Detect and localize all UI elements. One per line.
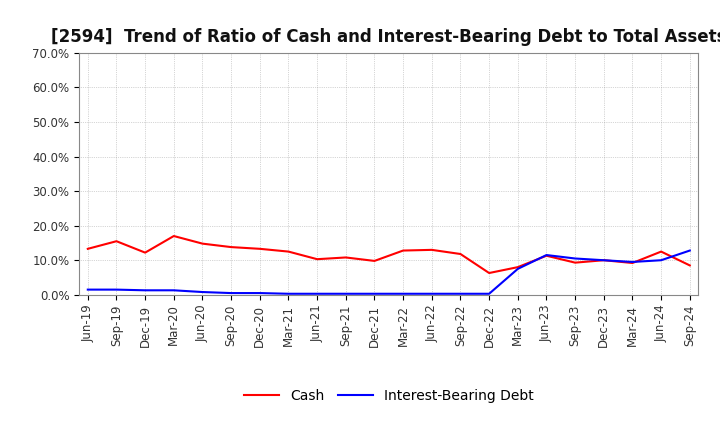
- Cash: [628, 260, 636, 266]
- Cash: [571, 260, 580, 265]
- Cash: [112, 238, 121, 244]
- Interest-Bearing Debt: [571, 256, 580, 261]
- Cash: [542, 253, 551, 258]
- Interest-Bearing Debt: [169, 288, 178, 293]
- Cash: [227, 245, 235, 250]
- Cash: [84, 246, 92, 252]
- Interest-Bearing Debt: [600, 257, 608, 263]
- Cash: [256, 246, 264, 252]
- Interest-Bearing Debt: [428, 291, 436, 297]
- Line: Interest-Bearing Debt: Interest-Bearing Debt: [88, 250, 690, 294]
- Cash: [657, 249, 665, 254]
- Cash: [284, 249, 293, 254]
- Interest-Bearing Debt: [513, 266, 522, 271]
- Cash: [399, 248, 408, 253]
- Title: [2594]  Trend of Ratio of Cash and Interest-Bearing Debt to Total Assets: [2594] Trend of Ratio of Cash and Intere…: [51, 28, 720, 46]
- Interest-Bearing Debt: [341, 291, 350, 297]
- Interest-Bearing Debt: [256, 290, 264, 296]
- Interest-Bearing Debt: [312, 291, 321, 297]
- Cash: [456, 251, 465, 257]
- Cash: [370, 258, 379, 264]
- Interest-Bearing Debt: [284, 291, 293, 297]
- Interest-Bearing Debt: [141, 288, 150, 293]
- Interest-Bearing Debt: [370, 291, 379, 297]
- Cash: [600, 257, 608, 263]
- Cash: [341, 255, 350, 260]
- Interest-Bearing Debt: [542, 253, 551, 258]
- Interest-Bearing Debt: [628, 259, 636, 264]
- Cash: [198, 241, 207, 246]
- Cash: [312, 257, 321, 262]
- Cash: [428, 247, 436, 253]
- Interest-Bearing Debt: [198, 290, 207, 295]
- Interest-Bearing Debt: [84, 287, 92, 292]
- Cash: [685, 263, 694, 268]
- Interest-Bearing Debt: [112, 287, 121, 292]
- Interest-Bearing Debt: [657, 257, 665, 263]
- Interest-Bearing Debt: [485, 291, 493, 297]
- Interest-Bearing Debt: [456, 291, 465, 297]
- Legend: Cash, Interest-Bearing Debt: Cash, Interest-Bearing Debt: [238, 384, 539, 409]
- Cash: [513, 264, 522, 270]
- Interest-Bearing Debt: [227, 290, 235, 296]
- Cash: [141, 250, 150, 255]
- Cash: [485, 270, 493, 275]
- Interest-Bearing Debt: [399, 291, 408, 297]
- Cash: [169, 233, 178, 238]
- Line: Cash: Cash: [88, 236, 690, 273]
- Interest-Bearing Debt: [685, 248, 694, 253]
